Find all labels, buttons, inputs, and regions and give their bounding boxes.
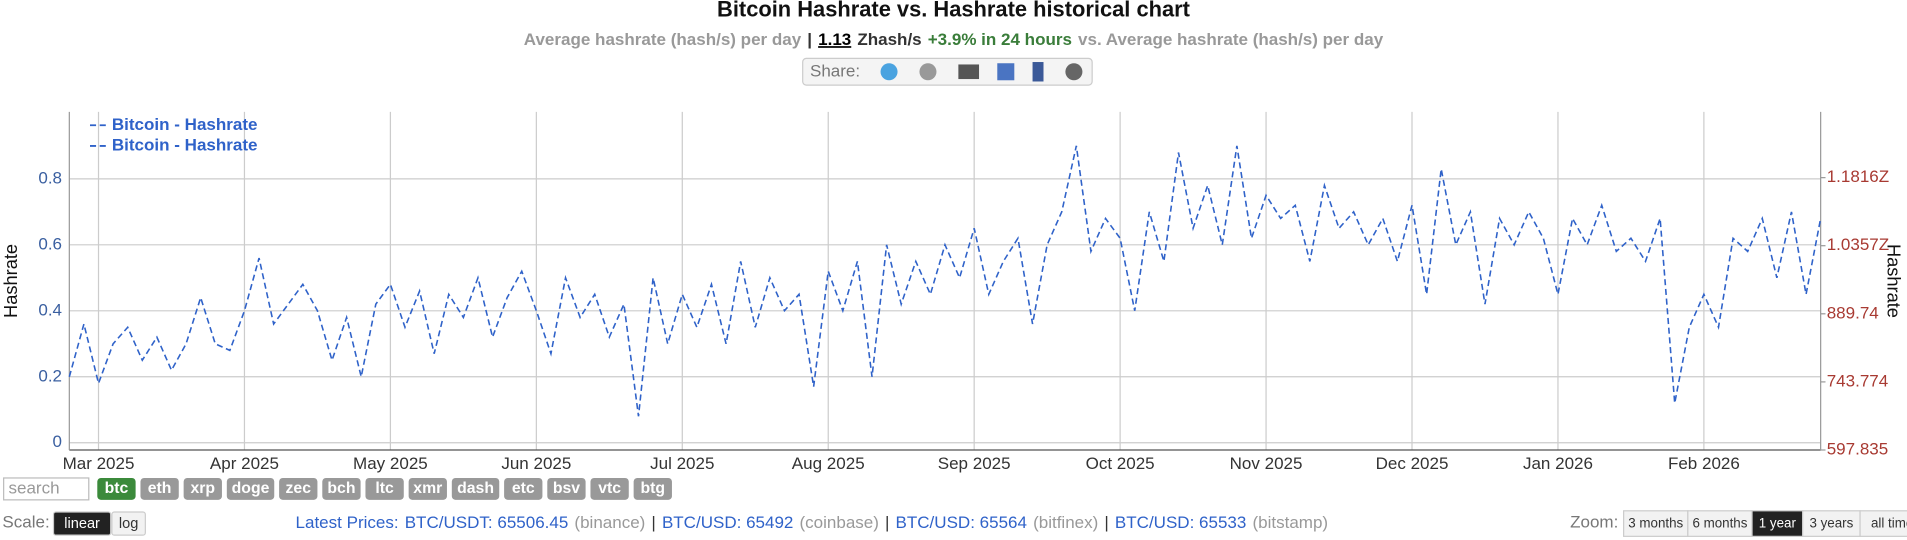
- zoom-option: 3 months: [1628, 516, 1683, 531]
- coin-label: xmr: [413, 480, 442, 497]
- search-box[interactable]: [3, 477, 90, 501]
- coin-chip[interactable]: [365, 477, 404, 500]
- zoom-button[interactable]: [1859, 510, 1907, 537]
- scale-button[interactable]: [111, 511, 146, 536]
- search-placeholder: search: [9, 478, 60, 497]
- coin-label: btc: [105, 480, 129, 497]
- weibo-icon[interactable]: [1065, 63, 1083, 81]
- subtitle-part: Average hashrate (hash/s) per day: [524, 30, 802, 49]
- legend-label: Bitcoin - Hashrate: [112, 115, 258, 134]
- y-tick-label: 0.4: [38, 300, 62, 319]
- coin-label: eth: [148, 480, 172, 497]
- price-source: (bitfinex): [1033, 512, 1098, 531]
- prices-label: Latest Prices:: [296, 512, 399, 531]
- coin-chip[interactable]: [547, 477, 586, 500]
- subtitle-part: Zhash/s: [857, 30, 921, 49]
- y-axis-label: Hashrate: [0, 244, 21, 318]
- scale-label: Scale:: [2, 512, 49, 531]
- x-tick-label: Nov 2025: [1230, 454, 1303, 473]
- y-tick-label: 0: [53, 432, 62, 451]
- coin-chip[interactable]: [97, 477, 136, 500]
- scale-option: linear: [64, 516, 100, 532]
- x-tick-label: Aug 2025: [792, 454, 865, 473]
- y2-tick-label: 1.1816Z: [1827, 167, 1889, 186]
- price-pair[interactable]: BTC/USD: 65564: [896, 512, 1027, 531]
- price-pair[interactable]: BTC/USD: 65492: [662, 512, 793, 531]
- like-icon[interactable]: [997, 63, 1015, 81]
- y2-axis-label: Hashrate: [1884, 244, 1905, 318]
- x-tick-label: Jun 2025: [501, 454, 571, 473]
- zoom-button[interactable]: [1623, 510, 1689, 537]
- zoom-option: all time: [1871, 516, 1907, 531]
- subtitle-part: +3.9% in 24 hours: [928, 30, 1072, 49]
- coin-label: dash: [457, 480, 494, 497]
- hashrate-line: [68, 145, 1822, 417]
- chart-title: Bitcoin Hashrate vs. Hashrate historical…: [717, 0, 1191, 22]
- x-tick-label: Mar 2025: [63, 454, 135, 473]
- price-source: (bitstamp): [1252, 512, 1328, 531]
- coin-label: vtc: [598, 480, 621, 497]
- zoom-option: 1 year: [1759, 516, 1797, 531]
- y2-tick-label: 889.74: [1827, 303, 1879, 322]
- share-label: Share:: [810, 61, 860, 80]
- price-pair[interactable]: BTC/USD: 65533: [1115, 512, 1246, 531]
- facebook-icon[interactable]: [1032, 62, 1044, 82]
- coin-chip[interactable]: [140, 477, 179, 500]
- coin-chip[interactable]: [279, 477, 318, 500]
- coin-chip[interactable]: [451, 477, 500, 500]
- subtitle-part: vs. Average hashrate (hash/s) per day: [1078, 30, 1384, 49]
- y2-tick-label: 1.0357Z: [1827, 235, 1889, 254]
- price-source: (binance): [574, 512, 645, 531]
- coin-label: etc: [512, 480, 535, 497]
- share-box: [802, 57, 1093, 86]
- price-source: (coinbase): [799, 512, 878, 531]
- y-tick-label: 0.2: [38, 366, 62, 385]
- y-tick-label: 0.8: [38, 168, 62, 187]
- coin-chip[interactable]: [633, 477, 672, 500]
- price-separator: |: [651, 512, 655, 531]
- coin-label: bch: [327, 480, 355, 497]
- latest-prices: Latest Prices: BTC/USDT: 65506.45 (binance…: [296, 512, 1329, 531]
- coin-chip[interactable]: [590, 477, 629, 500]
- y2-tick-label: 743.774: [1827, 371, 1889, 390]
- y-tick-label: 0.6: [38, 234, 62, 253]
- reddit-icon[interactable]: [919, 63, 937, 81]
- coin-label: doge: [232, 480, 270, 497]
- x-tick-label: Apr 2025: [210, 454, 279, 473]
- x-tick-label: Dec 2025: [1376, 454, 1449, 473]
- x-tick-label: Oct 2025: [1086, 454, 1155, 473]
- y2-tick-label: 597.835: [1827, 439, 1889, 458]
- zoom-option: 3 years: [1809, 516, 1853, 531]
- price-separator: |: [1104, 512, 1108, 531]
- price-pair[interactable]: BTC/USDT: 65506.45: [405, 512, 569, 531]
- legend-label: Bitcoin - Hashrate: [112, 135, 258, 154]
- x-tick-label: Sep 2025: [938, 454, 1011, 473]
- price-separator: |: [885, 512, 889, 531]
- twitter-icon[interactable]: [880, 63, 898, 81]
- coin-chip[interactable]: [322, 477, 361, 500]
- scale-button[interactable]: [52, 511, 112, 536]
- zoom-option: 6 months: [1692, 516, 1747, 531]
- coin-chip[interactable]: [183, 477, 222, 500]
- x-tick-label: Jul 2025: [650, 454, 714, 473]
- subtitle-part: |: [807, 30, 812, 49]
- coin-label: ltc: [375, 480, 394, 497]
- share-bar: Share:: [802, 57, 1093, 86]
- x-tick-label: May 2025: [353, 454, 428, 473]
- x-tick-label: Jan 2026: [1523, 454, 1593, 473]
- coin-label: xrp: [191, 480, 216, 497]
- zoom-label: Zoom:: [1570, 512, 1618, 531]
- coin-chip[interactable]: [226, 477, 275, 500]
- subtitle-part: 1.13: [818, 30, 851, 49]
- vk-icon[interactable]: [958, 64, 980, 80]
- coin-chip[interactable]: [408, 477, 447, 500]
- coin-label: bsv: [553, 480, 580, 497]
- scale-option: log: [119, 516, 138, 532]
- subtitle: Average hashrate (hash/s) per day | 1.13 Zh…: [524, 30, 1384, 49]
- coin-chip[interactable]: [504, 477, 543, 500]
- x-tick-label: Feb 2026: [1668, 454, 1740, 473]
- coin-label: btg: [641, 480, 666, 497]
- coin-label: zec: [286, 480, 312, 497]
